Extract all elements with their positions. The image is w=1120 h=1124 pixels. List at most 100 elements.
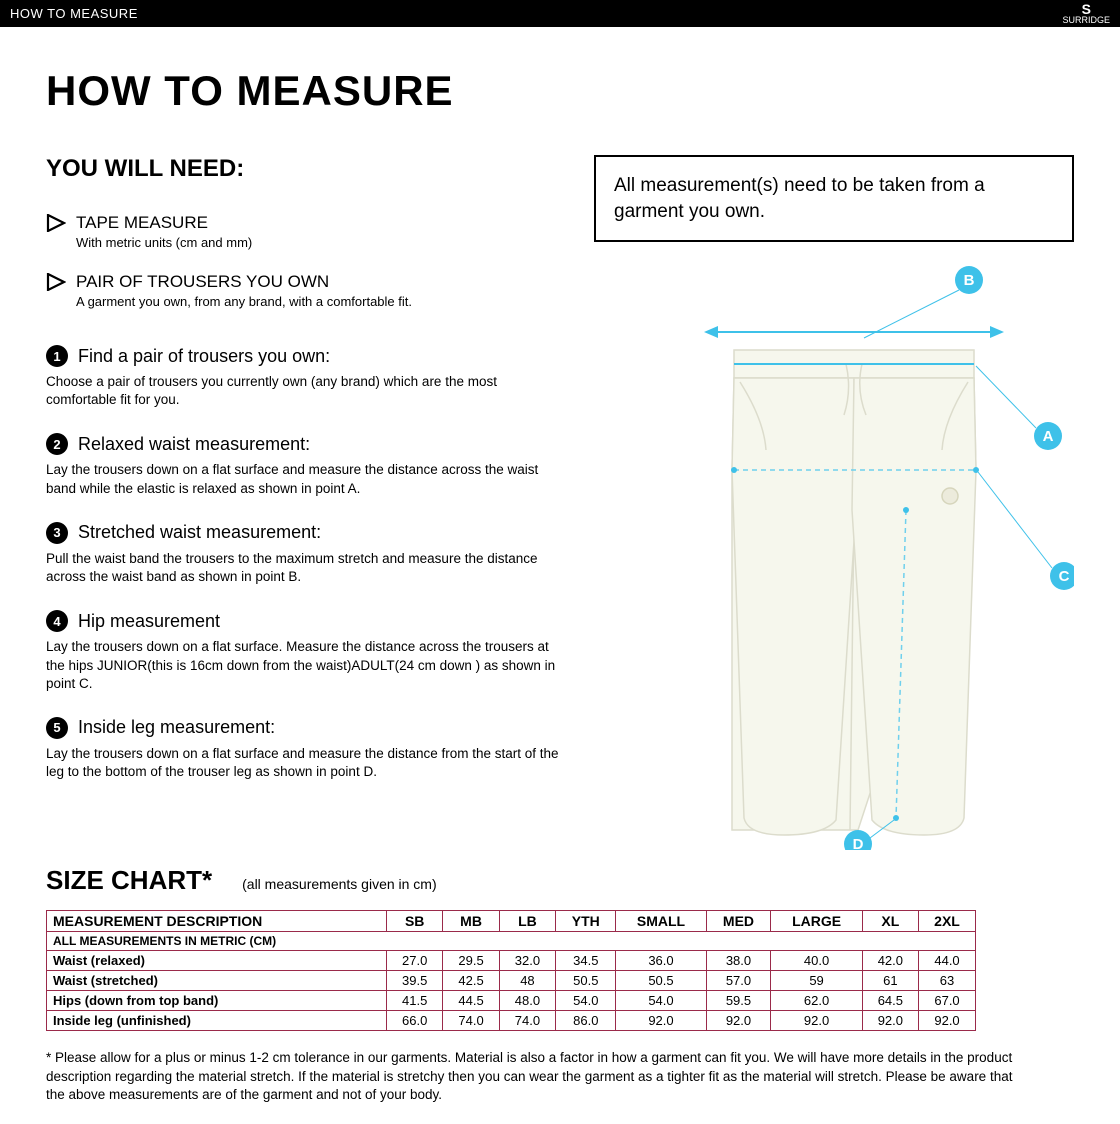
page-title: HOW TO MEASURE xyxy=(46,67,1074,115)
steps-list: 1 Find a pair of trousers you own: Choose … xyxy=(46,345,564,781)
need-item-title: PAIR OF TROUSERS YOU OWN xyxy=(76,272,329,292)
size-chart-title: SIZE CHART* xyxy=(46,865,212,896)
surridge-logo: S SURRIDGE xyxy=(1062,2,1110,25)
table-cell: 50.5 xyxy=(556,971,616,991)
table-row: Waist (stretched)39.542.54850.550.557.05… xyxy=(47,971,976,991)
table-cell: 40.0 xyxy=(771,951,862,971)
table-cell: 50.5 xyxy=(616,971,706,991)
need-item: PAIR OF TROUSERS YOU OWN A garment you o… xyxy=(46,272,564,309)
page-content: HOW TO MEASURE YOU WILL NEED: TAPE MEASU… xyxy=(0,27,1120,1124)
table-cell: 61 xyxy=(862,971,918,991)
table-cell: 67.0 xyxy=(919,991,976,1011)
step-body: Lay the trousers down on a flat surface … xyxy=(46,745,564,781)
table-cell: 74.0 xyxy=(443,1011,499,1031)
table-cell: 44.0 xyxy=(919,951,976,971)
table-row: Inside leg (unfinished)66.074.074.086.09… xyxy=(47,1011,976,1031)
logo-text: SURRIDGE xyxy=(1062,16,1110,25)
table-cell: 57.0 xyxy=(706,971,771,991)
table-cell: 44.5 xyxy=(443,991,499,1011)
left-column: YOU WILL NEED: TAPE MEASURE With metric … xyxy=(46,155,564,855)
row-label: Waist (relaxed) xyxy=(47,951,387,971)
table-cell: 34.5 xyxy=(556,951,616,971)
you-will-need-heading: YOU WILL NEED: xyxy=(46,155,564,183)
measurement-note-box: All measurement(s) need to be taken from… xyxy=(594,155,1074,242)
table-row: Waist (relaxed)27.029.532.034.536.038.04… xyxy=(47,951,976,971)
step-number-badge: 2 xyxy=(46,433,68,455)
table-cell: 92.0 xyxy=(919,1011,976,1031)
step-title: Relaxed waist measurement: xyxy=(78,434,310,455)
col-med: MED xyxy=(706,911,771,932)
footnote: * Please allow for a plus or minus 1-2 c… xyxy=(46,1049,1026,1104)
need-item: TAPE MEASURE With metric units (cm and m… xyxy=(46,213,564,250)
topbar: HOW TO MEASURE S SURRIDGE xyxy=(0,0,1120,27)
table-cell: 41.5 xyxy=(387,991,443,1011)
col-xl: XL xyxy=(862,911,918,932)
topbar-title: HOW TO MEASURE xyxy=(10,6,138,21)
table-cell: 74.0 xyxy=(499,1011,555,1031)
step-number-badge: 4 xyxy=(46,610,68,632)
size-chart-table: MEASUREMENT DESCRIPTION SB MB LB YTH SMA… xyxy=(46,910,976,1031)
col-yth: YTH xyxy=(556,911,616,932)
row-label: Hips (down from top band) xyxy=(47,991,387,1011)
step-head: 1 Find a pair of trousers you own: xyxy=(46,345,564,367)
need-item-sub: A garment you own, from any brand, with … xyxy=(76,294,564,309)
size-chart-note: (all measurements given in cm) xyxy=(242,876,437,892)
two-column-layout: YOU WILL NEED: TAPE MEASURE With metric … xyxy=(46,155,1074,855)
step: 3 Stretched waist measurement: Pull the wa… xyxy=(46,522,564,586)
step-number-badge: 1 xyxy=(46,345,68,367)
table-cell: 86.0 xyxy=(556,1011,616,1031)
table-cell: 92.0 xyxy=(862,1011,918,1031)
table-cell: 54.0 xyxy=(616,991,706,1011)
table-cell: 59 xyxy=(771,971,862,991)
step: 4Hip measurementLay the trousers down on… xyxy=(46,610,564,693)
step-body: Pull the waist band the trousers to the … xyxy=(46,550,564,586)
table-subhead-row: ALL MEASUREMENTS IN METRIC (CM) xyxy=(47,932,976,951)
table-cell: 39.5 xyxy=(387,971,443,991)
table-cell: 38.0 xyxy=(706,951,771,971)
play-triangle-icon xyxy=(46,214,66,232)
table-cell: 42.0 xyxy=(862,951,918,971)
diagram-label-d: D xyxy=(853,836,864,850)
table-cell: 36.0 xyxy=(616,951,706,971)
step: 5Inside leg measurement:Lay the trousers… xyxy=(46,717,564,781)
step-head: 3 Stretched waist measurement: xyxy=(46,522,564,544)
step-head: 2 Relaxed waist measurement: xyxy=(46,433,564,455)
col-lb: LB xyxy=(499,911,555,932)
step-title: Find a pair of trousers you own: xyxy=(78,346,330,367)
table-row: Hips (down from top band)41.544.548.054.… xyxy=(47,991,976,1011)
table-cell: 66.0 xyxy=(387,1011,443,1031)
table-subhead: ALL MEASUREMENTS IN METRIC (CM) xyxy=(47,932,976,951)
col-sb: SB xyxy=(387,911,443,932)
need-item-head: PAIR OF TROUSERS YOU OWN xyxy=(46,272,564,292)
step: 2Relaxed waist measurement:Lay the trous… xyxy=(46,433,564,497)
table-cell: 59.5 xyxy=(706,991,771,1011)
diagram-label-c: C xyxy=(1059,568,1070,585)
diagram-label-b: B xyxy=(964,272,975,289)
step: 1 Find a pair of trousers you own: Choose … xyxy=(46,345,564,409)
need-item-head: TAPE MEASURE xyxy=(46,213,564,233)
size-chart-heading-row: SIZE CHART* (all measurements given in c… xyxy=(46,865,1074,896)
table-cell: 48 xyxy=(499,971,555,991)
step-body: Choose a pair of trousers you currently … xyxy=(46,373,564,409)
step-title: Inside leg measurement: xyxy=(78,717,275,738)
row-label: Inside leg (unfinished) xyxy=(47,1011,387,1031)
table-cell: 32.0 xyxy=(499,951,555,971)
play-triangle-icon xyxy=(46,273,66,291)
col-large: LARGE xyxy=(771,911,862,932)
need-item-sub: With metric units (cm and mm) xyxy=(76,235,564,250)
col-description: MEASUREMENT DESCRIPTION xyxy=(47,911,387,932)
step-number-badge: 3 xyxy=(46,522,68,544)
col-small: SMALL xyxy=(616,911,706,932)
table-cell: 42.5 xyxy=(443,971,499,991)
table-cell: 62.0 xyxy=(771,991,862,1011)
table-cell: 27.0 xyxy=(387,951,443,971)
need-item-title: TAPE MEASURE xyxy=(76,213,208,233)
table-cell: 64.5 xyxy=(862,991,918,1011)
trousers-diagram: B xyxy=(594,260,1074,850)
table-header-row: MEASUREMENT DESCRIPTION SB MB LB YTH SMA… xyxy=(47,911,976,932)
step-title: Stretched waist measurement: xyxy=(78,522,321,543)
table-cell: 29.5 xyxy=(443,951,499,971)
table-cell: 54.0 xyxy=(556,991,616,1011)
right-column: All measurement(s) need to be taken from… xyxy=(594,155,1074,855)
col-mb: MB xyxy=(443,911,499,932)
